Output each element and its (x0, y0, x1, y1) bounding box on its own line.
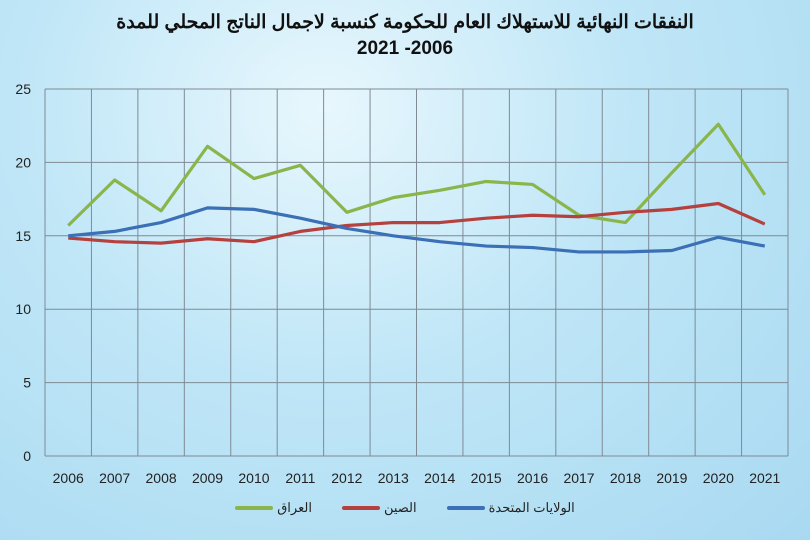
x-tick-label: 2019 (656, 470, 687, 486)
x-tick-label: 2013 (378, 470, 409, 486)
y-tick-label: 0 (23, 448, 31, 464)
x-tick-label: 2015 (471, 470, 502, 486)
y-tick-label: 5 (23, 375, 31, 391)
x-tick-label: 2006 (53, 470, 84, 486)
x-tick-label: 2007 (99, 470, 130, 486)
legend-label: الصين (383, 500, 417, 515)
legend-label: العراق (277, 500, 312, 515)
chart-subtitle: 2021 -2006 (356, 38, 454, 59)
legend-label: الولايات المتحدة (488, 500, 575, 515)
x-tick-label: 2014 (424, 470, 455, 486)
x-tick-label: 2010 (238, 470, 269, 486)
chart-title-line1: النفقات النهائية للاستهلاك العام للحكومة… (116, 12, 694, 33)
x-tick-label: 2011 (285, 470, 315, 486)
x-tick-label: 2009 (192, 470, 223, 486)
legend: الولايات المتحدة الصين العراق (0, 500, 810, 516)
legend-item: الولايات المتحدة (446, 500, 575, 516)
legend-item: العراق (235, 500, 312, 516)
x-tick-label: 2021 (749, 470, 780, 486)
y-tick-label: 25 (15, 81, 31, 97)
x-tick-label: 2018 (610, 470, 641, 486)
series-line (68, 206, 766, 254)
x-tick-label: 2020 (703, 470, 734, 486)
x-tick-label: 2017 (563, 470, 594, 486)
chart-title: النفقات النهائية للاستهلاك العام للحكومة… (0, 10, 810, 62)
x-tick-label: 2008 (146, 470, 177, 486)
y-tick-label: 10 (15, 301, 31, 317)
legend-item: الصين (341, 500, 417, 516)
y-tick-label: 20 (15, 154, 31, 170)
series-line (68, 201, 766, 245)
legend-swatch (235, 506, 274, 510)
x-tick-label: 2012 (331, 470, 362, 486)
legend-swatch (341, 506, 380, 510)
legend-swatch (446, 506, 485, 510)
x-tick-label: 2016 (517, 470, 548, 486)
y-tick-label: 15 (15, 228, 31, 244)
series-line (67, 122, 767, 227)
